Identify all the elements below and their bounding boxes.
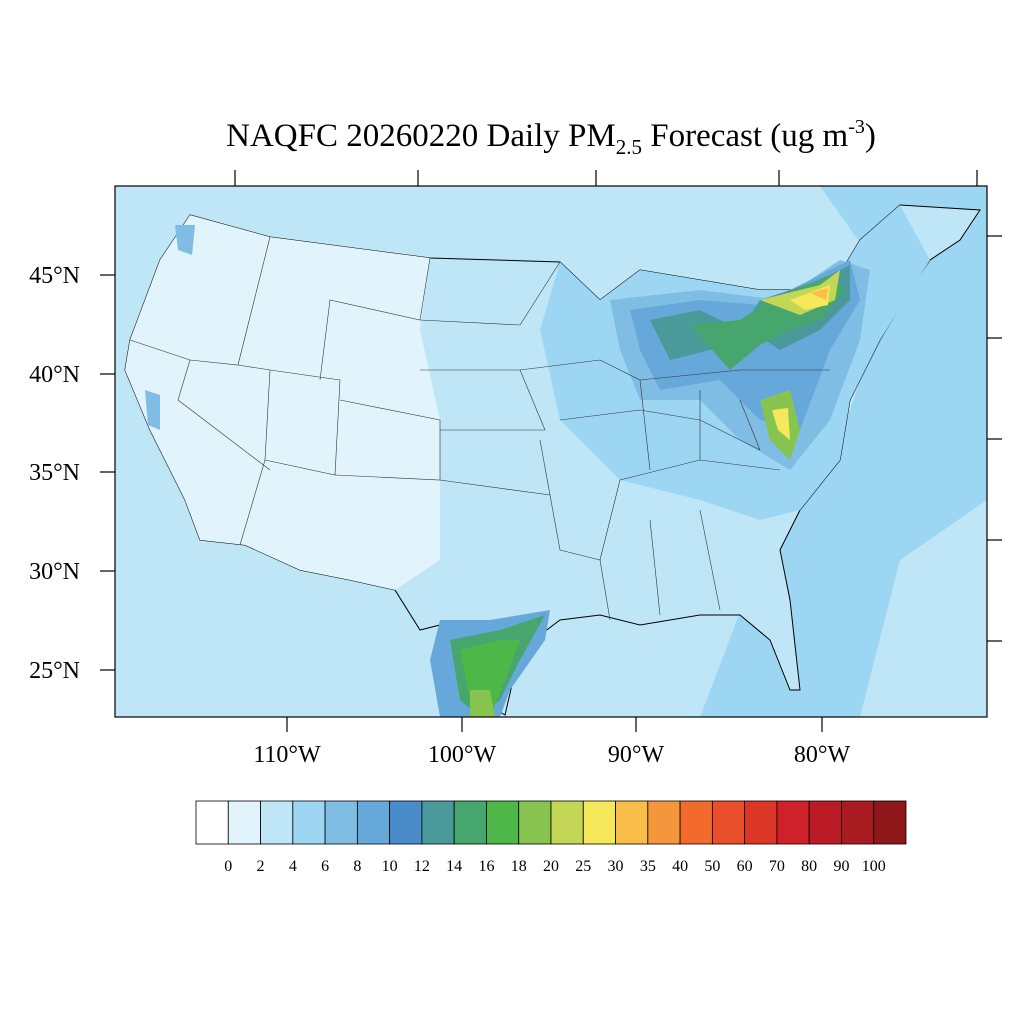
colorbar-box [776,800,810,845]
colorbar-box [615,800,649,845]
colorbar-label: 40 [672,858,688,875]
lat-label: 40°N [29,362,80,388]
axis-labels: 45°N 40°N 35°N 30°N 25°N 110°W 100°W 90°W 80°W [29,263,850,768]
lat-label: 30°N [29,559,80,585]
colorbar-box [711,800,746,845]
colorbar-label: 8 [353,858,361,875]
colorbar-label: 70 [769,858,785,875]
colorbar-box [486,800,520,845]
colorbar-box [453,800,487,845]
colorbar-box [550,800,584,845]
colorbar-box [647,800,681,845]
lat-label: 35°N [29,460,80,486]
colorbar-label: 10 [382,858,398,875]
colorbar-label: 14 [446,858,462,875]
colorbar-box [873,800,907,845]
colorbar: 0 2 4 6 8 10 12 14 16 18 20 25 30 35 40 50 60 70 80 90 100 [195,800,907,875]
colorbar-box [582,800,616,845]
colorbar-box [679,800,713,845]
colorbar-label: 16 [478,858,494,875]
colorbar-label: 2 [257,858,265,875]
colorbar-box [195,800,229,845]
colorbar-box [841,800,875,845]
colorbar-box [389,800,423,845]
lat-label: 25°N [29,658,80,684]
colorbar-box [518,800,552,845]
frame-ticks [100,170,1002,732]
colorbar-box [421,800,455,845]
colorbar-box [744,800,778,845]
map-frame [114,185,988,718]
colorbar-label: 0 [224,858,232,875]
map-field [115,186,987,717]
colorbar-label: 60 [737,858,753,875]
colorbar-label: 6 [321,858,329,875]
title: NAQFC 20260220 Daily PM2.5 Forecast (ug … [226,116,876,159]
colorbar-box [227,800,261,845]
colorbar-label: 12 [414,858,430,875]
colorbar-label: 30 [608,858,624,875]
colorbar-box [260,800,294,845]
colorbar-label: 100 [862,858,886,875]
state-boundaries [129,236,830,621]
colorbar-box [356,800,391,845]
lon-label: 110°W [253,742,321,768]
colorbar-label: 18 [511,858,527,875]
lon-label: 100°W [428,742,497,768]
colorbar-box [324,800,358,845]
colorbar-label: 4 [289,858,297,875]
colorbar-label: 25 [575,858,591,875]
colorbar-box [292,800,326,845]
colorbar-label: 90 [833,858,849,875]
colorbar-label: 80 [801,858,817,875]
lon-label: 90°W [608,742,665,768]
lat-label: 45°N [29,263,80,289]
colorbar-label: 20 [543,858,559,875]
colorbar-label: 35 [640,858,656,875]
colorbar-box [808,800,842,845]
colorbar-label: 50 [704,858,720,875]
lon-label: 80°W [794,742,851,768]
